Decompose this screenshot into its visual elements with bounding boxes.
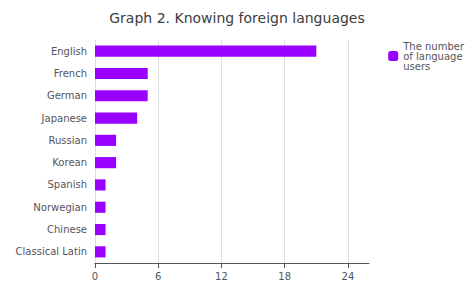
svg-text:The number: The number [403,40,464,52]
svg-text:Japanese: Japanese [41,113,87,124]
svg-text:Spanish: Spanish [48,179,88,190]
svg-text:Classical Latin: Classical Latin [16,246,87,257]
svg-text:German: German [47,90,87,101]
svg-text:18: 18 [278,271,291,282]
svg-text:6: 6 [155,271,161,282]
svg-text:English: English [51,46,87,57]
svg-text:users: users [403,61,430,72]
svg-text:French: French [54,68,87,79]
svg-text:of language: of language [403,50,463,62]
svg-text:Norwegian: Norwegian [33,202,87,213]
svg-text:Korean: Korean [52,157,87,168]
svg-text:24: 24 [342,271,355,282]
svg-text:Graph 2. Knowing foreign langu: Graph 2. Knowing foreign languages [109,10,365,26]
svg-text:Chinese: Chinese [47,224,87,235]
svg-text:Russian: Russian [48,135,87,146]
svg-text:12: 12 [215,271,228,282]
svg-text:0: 0 [92,271,98,282]
